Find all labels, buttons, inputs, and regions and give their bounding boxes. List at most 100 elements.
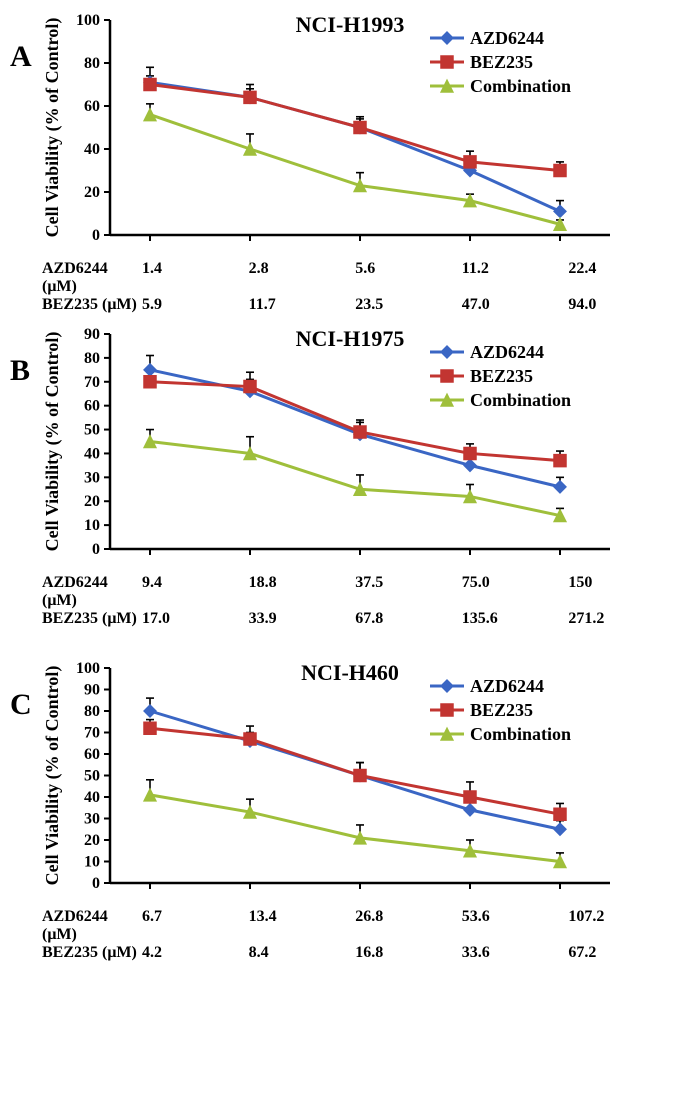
y-tick-label: 0	[92, 227, 100, 244]
legend-label-bez: BEZ235	[470, 700, 533, 720]
y-tick-label: 60	[84, 398, 100, 415]
y-axis-label: Cell Viability (% of Control)	[42, 18, 63, 238]
panel-letter-A: A	[10, 40, 32, 74]
y-tick-label: 100	[76, 12, 100, 29]
x-row-cells: 6.713.426.853.6107.2	[142, 908, 675, 944]
x-row-cell: 33.9	[249, 610, 356, 628]
x-row-cell: 107.2	[568, 908, 675, 944]
legend-marker-azd	[441, 680, 454, 693]
x-row-label: BEZ235 (μM)	[40, 610, 142, 628]
y-tick-label: 100	[76, 660, 100, 677]
y-tick-label: 80	[84, 55, 100, 72]
panel-A: A 0 20 40 60 80 100 Cell Viability (% of Contro…	[10, 10, 675, 314]
series-line-comb	[150, 442, 560, 516]
series-marker-bez	[144, 376, 157, 389]
legend-marker-bez	[441, 704, 454, 717]
series-marker-bez	[354, 769, 367, 782]
x-row: BEZ235 (μM)5.911.723.547.094.0	[40, 296, 675, 314]
y-tick-label: 60	[84, 98, 100, 115]
y-tick-label: 80	[84, 350, 100, 367]
x-row-cell: 26.8	[355, 908, 462, 944]
x-rows: AZD6244 (μM)9.418.837.575.0150BEZ235 (μM…	[40, 574, 675, 628]
chart-svg-A: 0 20 40 60 80 100 Cell Viability (% of Control…	[40, 10, 630, 260]
chart-svg-C: 0102030405060708090100Cell Viability (% …	[40, 658, 630, 908]
chart-svg-B: 0102030405060708090Cell Viability (% of …	[40, 324, 630, 574]
series-marker-bez	[464, 156, 477, 169]
series-marker-bez	[464, 791, 477, 804]
x-row-cell: 16.8	[355, 944, 462, 962]
series-marker-azd	[554, 205, 567, 218]
y-tick-label: 20	[84, 493, 100, 510]
y-tick-label: 70	[84, 725, 100, 742]
legend-marker-bez	[441, 370, 454, 383]
x-row-cell: 9.4	[142, 574, 249, 610]
series-marker-bez	[144, 78, 157, 91]
y-tick-label: 90	[84, 682, 100, 699]
legend-label-azd: AZD6244	[470, 28, 544, 48]
x-row-cell: 4.2	[142, 944, 249, 962]
x-row-cell: 135.6	[462, 610, 569, 628]
y-tick-label: 40	[84, 789, 100, 806]
chart-wrap-A: 0 20 40 60 80 100 Cell Viability (% of Control…	[40, 10, 675, 314]
legend-label-bez: BEZ235	[470, 52, 533, 72]
legend-label-azd: AZD6244	[470, 342, 544, 362]
x-row-cells: 5.911.723.547.094.0	[142, 296, 675, 314]
x-row: BEZ235 (μM)4.28.416.833.667.2	[40, 944, 675, 962]
x-row-cell: 11.2	[462, 260, 569, 296]
series-marker-azd	[464, 459, 477, 472]
x-row-cell: 75.0	[462, 574, 569, 610]
series-marker-bez	[554, 164, 567, 177]
series-marker-azd	[464, 804, 477, 817]
y-tick-label: 40	[84, 445, 100, 462]
y-tick-label: 50	[84, 768, 100, 785]
y-tick-label: 20	[84, 832, 100, 849]
x-row: BEZ235 (μM)17.033.967.8135.6271.2	[40, 610, 675, 628]
x-row-label: AZD6244 (μM)	[40, 260, 142, 296]
series-marker-bez	[244, 733, 257, 746]
x-row-cells: 1.42.85.611.222.4	[142, 260, 675, 296]
legend-label-bez: BEZ235	[470, 366, 533, 386]
x-row-cell: 6.7	[142, 908, 249, 944]
series-marker-azd	[144, 364, 157, 377]
x-row-cell: 5.9	[142, 296, 249, 314]
chart-title: NCI-H1993	[296, 12, 405, 37]
y-tick-label: 20	[84, 184, 100, 201]
y-tick-label: 60	[84, 746, 100, 763]
y-tick-label: 70	[84, 374, 100, 391]
x-row-cell: 8.4	[249, 944, 356, 962]
panel-B: B0102030405060708090Cell Viability (% of…	[10, 324, 675, 628]
x-row-cell: 23.5	[355, 296, 462, 314]
x-row-cell: 1.4	[142, 260, 249, 296]
y-tick-label: 30	[84, 811, 100, 828]
y-tick-label: 10	[84, 854, 100, 871]
x-row: AZD6244 (μM)1.42.85.611.222.4	[40, 260, 675, 296]
series-marker-bez	[554, 454, 567, 467]
legend-marker-azd	[441, 32, 454, 45]
x-row-cell: 5.6	[355, 260, 462, 296]
chart-title: NCI-H1975	[296, 326, 405, 351]
x-row-label: BEZ235 (μM)	[40, 296, 142, 314]
x-row-cells: 9.418.837.575.0150	[142, 574, 675, 610]
series-marker-azd	[554, 481, 567, 494]
x-row-cell: 53.6	[462, 908, 569, 944]
series-marker-bez	[354, 121, 367, 134]
series-marker-bez	[464, 447, 477, 460]
x-row: AZD6244 (μM)9.418.837.575.0150	[40, 574, 675, 610]
y-tick-label: 90	[84, 326, 100, 343]
x-row-cell: 67.8	[355, 610, 462, 628]
chart-wrap-C: 0102030405060708090100Cell Viability (% …	[40, 658, 675, 962]
series-line-comb	[150, 795, 560, 862]
panel-C: C0102030405060708090100Cell Viability (%…	[10, 658, 675, 962]
series-marker-bez	[354, 426, 367, 439]
x-row-label: AZD6244 (μM)	[40, 908, 142, 944]
x-row: AZD6244 (μM)6.713.426.853.6107.2	[40, 908, 675, 944]
series-marker-bez	[244, 91, 257, 104]
y-tick-label: 40	[84, 141, 100, 158]
x-row-cell: 37.5	[355, 574, 462, 610]
y-axis-label: Cell Viability (% of Control)	[42, 332, 63, 552]
chart-title: NCI-H460	[301, 660, 399, 685]
legend-label-comb: Combination	[470, 390, 571, 410]
y-axis-label: Cell Viability (% of Control)	[42, 666, 63, 886]
series-marker-azd	[144, 705, 157, 718]
legend-marker-bez	[441, 56, 454, 69]
